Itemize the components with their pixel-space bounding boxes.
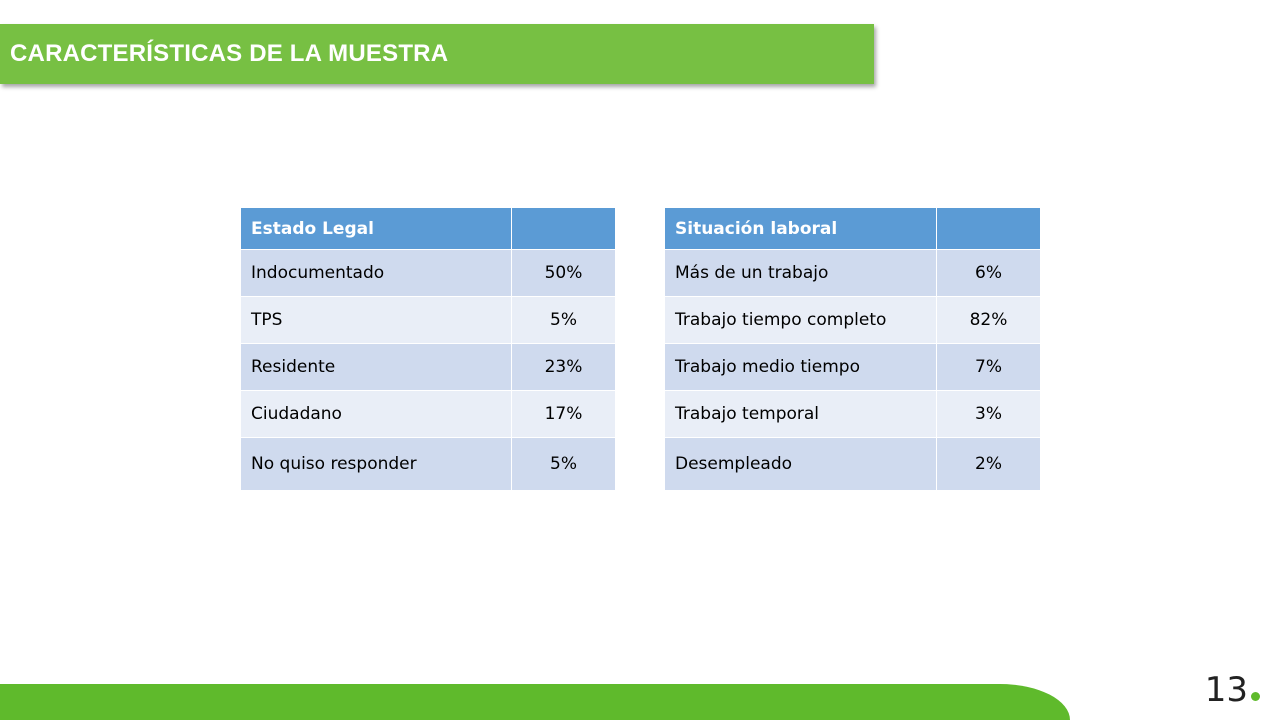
header-cell-value [511,207,616,250]
row-value: 2% [936,437,1041,491]
row-value: 3% [936,390,1041,438]
row-value: 50% [511,249,616,297]
row-label: Trabajo temporal [664,390,937,438]
row-value: 7% [936,343,1041,391]
row-value: 5% [511,296,616,344]
page-number: 13 [1205,670,1260,710]
table-row: Más de un trabajo 6% [664,249,1041,297]
header-cell-value [936,207,1041,250]
table-row: Trabajo temporal 3% [664,390,1041,438]
row-label: Más de un trabajo [664,249,937,297]
row-label: Residente [240,343,512,391]
title-banner: CARACTERÍSTICAS DE LA MUESTRA [0,24,874,84]
table-row: Indocumentado 50% [240,249,616,297]
table-row: Trabajo medio tiempo 7% [664,343,1041,391]
header-cell-label: Situación laboral [664,207,937,250]
table-header-row: Estado Legal [240,207,616,250]
page-number-text: 13 [1204,670,1248,710]
row-value: 5% [511,437,616,491]
legal-status-table: Estado Legal Indocumentado 50% TPS 5% Re… [240,207,616,491]
row-label: TPS [240,296,512,344]
table-row: Desempleado 2% [664,437,1041,491]
row-label: Indocumentado [240,249,512,297]
table-row: TPS 5% [240,296,616,344]
employment-status-table: Situación laboral Más de un trabajo 6% T… [664,207,1041,491]
header-cell-label: Estado Legal [240,207,512,250]
row-label: No quiso responder [240,437,512,491]
table-row: Residente 23% [240,343,616,391]
table-row: Trabajo tiempo completo 82% [664,296,1041,344]
slide-title: CARACTERÍSTICAS DE LA MUESTRA [10,40,449,67]
row-value: 17% [511,390,616,438]
table-row: Ciudadano 17% [240,390,616,438]
table-header-row: Situación laboral [664,207,1041,250]
row-value: 6% [936,249,1041,297]
row-value: 82% [936,296,1041,344]
row-label: Trabajo tiempo completo [664,296,937,344]
footer-bar [0,684,1070,720]
page-dot-icon [1251,692,1260,701]
row-value: 23% [511,343,616,391]
row-label: Trabajo medio tiempo [664,343,937,391]
row-label: Desempleado [664,437,937,491]
table-row: No quiso responder 5% [240,437,616,491]
row-label: Ciudadano [240,390,512,438]
